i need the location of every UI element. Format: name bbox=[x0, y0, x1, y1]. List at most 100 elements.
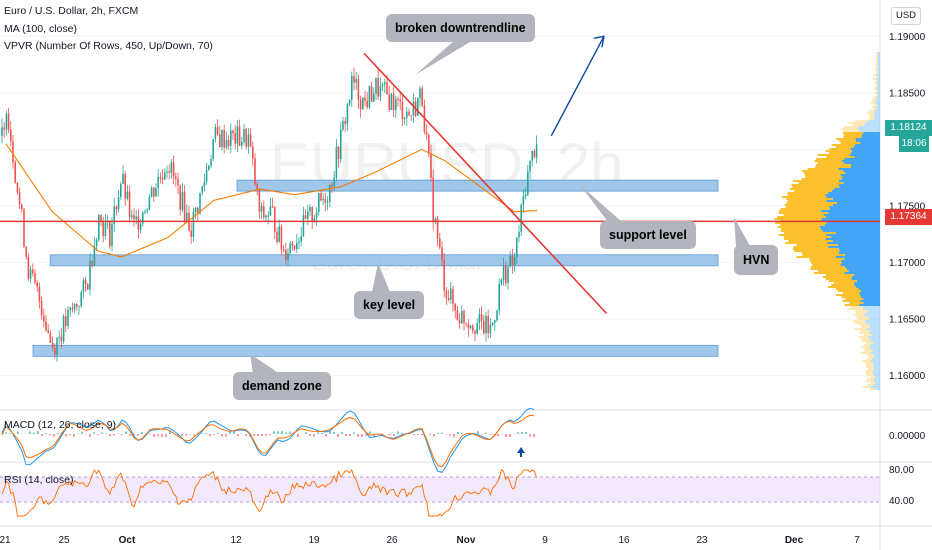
volume-profile-bar-up bbox=[852, 314, 864, 316]
candle-body bbox=[238, 126, 241, 146]
volume-profile-bar-up bbox=[837, 290, 861, 292]
volume-profile-bar-up bbox=[804, 174, 841, 176]
volume-profile-bar-up bbox=[809, 258, 845, 260]
volume-profile-bar-down bbox=[823, 214, 880, 216]
volume-profile-bar-down bbox=[877, 86, 880, 88]
macd-histogram-bar bbox=[77, 433, 79, 434]
macd-histogram-bar bbox=[245, 434, 247, 436]
volume-profile-bar-down bbox=[869, 386, 880, 388]
candle-body bbox=[69, 307, 71, 310]
volume-profile-bar-down bbox=[835, 232, 880, 234]
volume-profile-bar-down bbox=[863, 302, 880, 304]
volume-profile-bar-up bbox=[876, 54, 879, 56]
candle-body bbox=[397, 98, 399, 100]
candle-body bbox=[443, 259, 445, 291]
volume-profile-bar-down bbox=[873, 112, 880, 114]
volume-profile-bar-down bbox=[826, 222, 880, 224]
macd-histogram-bar bbox=[277, 431, 279, 434]
legend-title: Euro / U.S. Dollar, 2h, FXCM bbox=[4, 5, 139, 17]
volume-profile-bar-down bbox=[859, 304, 880, 306]
macd-line bbox=[1, 407, 535, 473]
volume-profile-bar-up bbox=[865, 370, 874, 372]
annotation-demand-zone[interactable]: demand zone bbox=[233, 372, 331, 400]
annotation-support-level[interactable]: support level bbox=[600, 221, 696, 249]
volume-profile-bar-down bbox=[855, 138, 880, 140]
macd-histogram-bar bbox=[253, 434, 255, 436]
candle-body bbox=[480, 313, 483, 321]
drawings[interactable] bbox=[0, 35, 880, 374]
macd-histogram-bar bbox=[225, 434, 227, 437]
macd-histogram-bar bbox=[333, 431, 335, 434]
currency-button[interactable]: USD bbox=[891, 7, 921, 25]
volume-profile-bar-down bbox=[838, 252, 880, 254]
volume-profile-bar-down bbox=[850, 148, 880, 150]
volume-profile-bar-down bbox=[869, 332, 880, 334]
candle-body bbox=[298, 241, 300, 243]
volume-profile-bar-up bbox=[867, 384, 874, 386]
price-axis[interactable]: 1.19000 1.18500 1.17500 1.17000 1.16500 1.160… bbox=[889, 32, 926, 507]
volume-profile-bar-down bbox=[876, 108, 880, 110]
volume-profile-bar-down bbox=[876, 106, 880, 108]
time-axis[interactable]: 21 25 Oct 12 19 26 Nov 9 16 23 Dec 7 bbox=[0, 535, 860, 546]
candle-body bbox=[368, 86, 371, 108]
annotation-hvn[interactable]: HVN bbox=[734, 245, 779, 275]
volume-profile-bar-down bbox=[868, 346, 880, 348]
macd-histogram-bar bbox=[497, 434, 499, 437]
volume-profile-bar-up bbox=[861, 340, 871, 342]
volume-profile-bar-down bbox=[860, 142, 880, 144]
volume-profile-bar-up bbox=[841, 296, 862, 298]
candle-body bbox=[419, 88, 421, 99]
candle-body bbox=[474, 330, 476, 334]
volume-profile-bar-down bbox=[877, 70, 880, 72]
candle-body bbox=[410, 115, 412, 117]
macd-histogram-bar bbox=[233, 431, 235, 434]
volume-profile-bar-up bbox=[866, 374, 874, 376]
volume-profile-bar-down bbox=[877, 80, 880, 82]
volume-profile-bar-down bbox=[863, 308, 880, 310]
candle-body bbox=[7, 113, 10, 130]
macd-histogram-bar bbox=[449, 434, 451, 436]
volume-profile-bar-down bbox=[868, 120, 880, 122]
macd-histogram-bar bbox=[101, 432, 103, 434]
candle-body bbox=[311, 207, 313, 222]
candle-body bbox=[113, 206, 115, 225]
annotation-broken-downtrendline[interactable]: broken downtrendline bbox=[386, 14, 535, 42]
time-tick-label: 19 bbox=[308, 535, 320, 546]
annotation-key-level[interactable]: key level bbox=[354, 291, 425, 319]
volume-profile-bar-down bbox=[854, 156, 880, 158]
macd-histogram-bar bbox=[265, 434, 267, 436]
candle-body bbox=[12, 141, 14, 163]
macd-histogram-bar bbox=[349, 434, 351, 436]
candle-body bbox=[175, 176, 177, 180]
candle-body bbox=[43, 315, 45, 322]
volume-profile-bar-down bbox=[828, 192, 880, 194]
volume-profile-bar-up bbox=[777, 216, 826, 218]
volume-profile-bar-down bbox=[825, 238, 880, 240]
candle-body bbox=[276, 231, 278, 242]
candle-body bbox=[82, 280, 85, 293]
candle-body bbox=[403, 117, 406, 120]
candle-body bbox=[320, 193, 322, 201]
volume-profile-bar-down bbox=[876, 98, 880, 100]
volume-profile-bar-up bbox=[835, 146, 854, 148]
volume-profile-bar-up bbox=[862, 386, 870, 388]
volume-profile-bar-down bbox=[873, 366, 880, 368]
candle-body bbox=[208, 165, 210, 170]
volume-profile-bar-up bbox=[778, 212, 829, 214]
candle-body bbox=[166, 171, 168, 173]
macd-histogram-bar bbox=[345, 434, 347, 436]
macd-histogram-bar bbox=[169, 431, 171, 434]
volume-profile-bar-up bbox=[850, 306, 863, 308]
volume-profile-bar-down bbox=[866, 328, 880, 330]
macd-histogram-bar bbox=[113, 434, 115, 436]
level-zones[interactable] bbox=[32, 179, 719, 357]
candle-body bbox=[513, 256, 516, 266]
volume-profile-bar-up bbox=[781, 196, 827, 198]
zone-key-level bbox=[49, 254, 719, 267]
candle-body bbox=[335, 146, 338, 178]
candle-body bbox=[25, 246, 27, 257]
volume-profile-bar-down bbox=[868, 318, 880, 320]
candle-body bbox=[205, 169, 208, 182]
volume-profile-bar-up bbox=[874, 92, 878, 94]
